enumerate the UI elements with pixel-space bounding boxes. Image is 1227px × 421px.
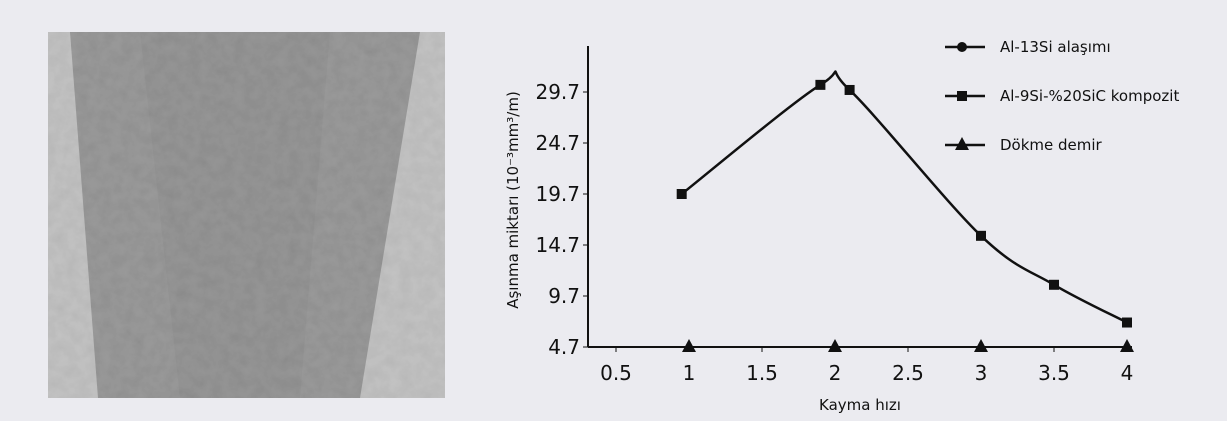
data-point [1122, 318, 1132, 328]
y-tick-label: 19.7 [535, 182, 580, 206]
x-tick-label: 0.5 [600, 361, 632, 385]
data-point [682, 339, 696, 352]
data-point [1049, 280, 1059, 290]
x-tick-label: 2.5 [892, 361, 924, 385]
x-tick-label: 1.5 [746, 361, 778, 385]
x-tick-label: 3.5 [1038, 361, 1070, 385]
figure: Kayma hızı Aşınma miktarı (10⁻³mm³/m) 4.… [0, 0, 1227, 417]
y-tick-label: 9.7 [548, 284, 580, 308]
x-tick-label: 3 [975, 361, 988, 385]
data-point [976, 231, 986, 241]
legend-label: Dökme demir [1000, 136, 1103, 154]
micrograph [48, 32, 445, 398]
series-line [682, 71, 1127, 322]
legend-marker [955, 137, 969, 150]
y-tick-label: 29.7 [535, 80, 580, 104]
data-point [845, 85, 855, 95]
y-axis-label: Aşınma miktarı (10⁻³mm³/m) [504, 91, 522, 309]
data-point [828, 339, 842, 352]
legend-marker [957, 42, 967, 52]
data-point [1120, 339, 1134, 352]
legend-label: Al-13Si alaşımı [1000, 38, 1111, 56]
data-point [677, 189, 687, 199]
x-tick-label: 2 [829, 361, 842, 385]
legend-marker [957, 91, 967, 101]
data-point [815, 80, 825, 90]
data-point [974, 339, 988, 352]
x-tick-label: 1 [683, 361, 696, 385]
legend-label: Al-9Si-%20SiC kompozit [1000, 87, 1179, 105]
y-tick-label: 24.7 [535, 131, 580, 155]
x-tick-label: 4 [1121, 361, 1134, 385]
x-axis-label: Kayma hızı [819, 396, 901, 414]
y-tick-label: 4.7 [548, 335, 580, 359]
y-tick-label: 14.7 [535, 233, 580, 257]
